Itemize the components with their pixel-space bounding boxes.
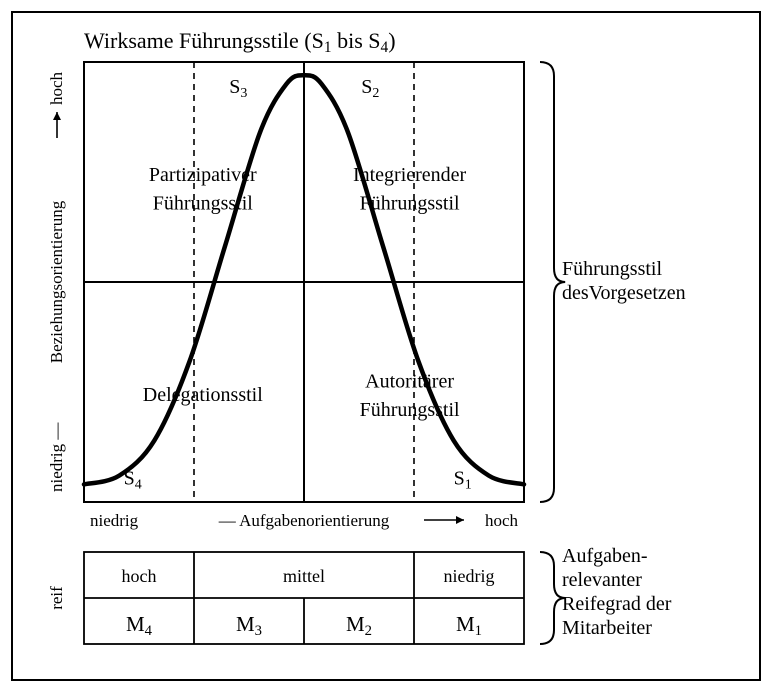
q-tl-l1: Partizipativer [149, 164, 257, 186]
q-tr-l1: Integrierender [353, 164, 467, 186]
q-tl-l2: Führungsstil [153, 192, 253, 214]
brace-lower-label-3: Mitarbeiter [562, 617, 652, 639]
q-tr-l2: Führungsstil [360, 192, 460, 214]
diagram-svg: Wirksame Führungsstile (S1 bis S4)S3S2S4… [0, 0, 772, 692]
brace-lower-label-1: relevanter [562, 569, 642, 591]
x-axis-low: niedrig [90, 511, 139, 530]
maturity-top-2: niedrig [444, 566, 495, 586]
brace-lower-label-0: Aufgaben- [562, 545, 648, 567]
diagram-frame: Wirksame Führungsstile (S1 bis S4)S3S2S4… [0, 0, 772, 692]
brace-lower-label-2: Reifegrad der [562, 593, 672, 615]
maturity-left-label: reif [47, 586, 66, 610]
q-bl-l1: Delegationsstil [143, 384, 263, 406]
brace-upper-label-1: desVorgesetzen [562, 282, 686, 304]
svg-text:reif: reif [47, 586, 66, 610]
q-br-l1: Autoritärer [365, 371, 454, 393]
x-axis-high: hoch [485, 511, 519, 530]
brace-upper-label-0: Führungsstil [562, 258, 662, 280]
q-br-l2: Führungsstil [360, 399, 460, 421]
x-axis-mid: — Aufgabenorientierung [218, 511, 390, 530]
maturity-top-0: hoch [122, 566, 157, 586]
maturity-top-1: mittel [283, 566, 325, 586]
diagram-title: Wirksame Führungsstile (S1 bis S4) [84, 28, 396, 56]
